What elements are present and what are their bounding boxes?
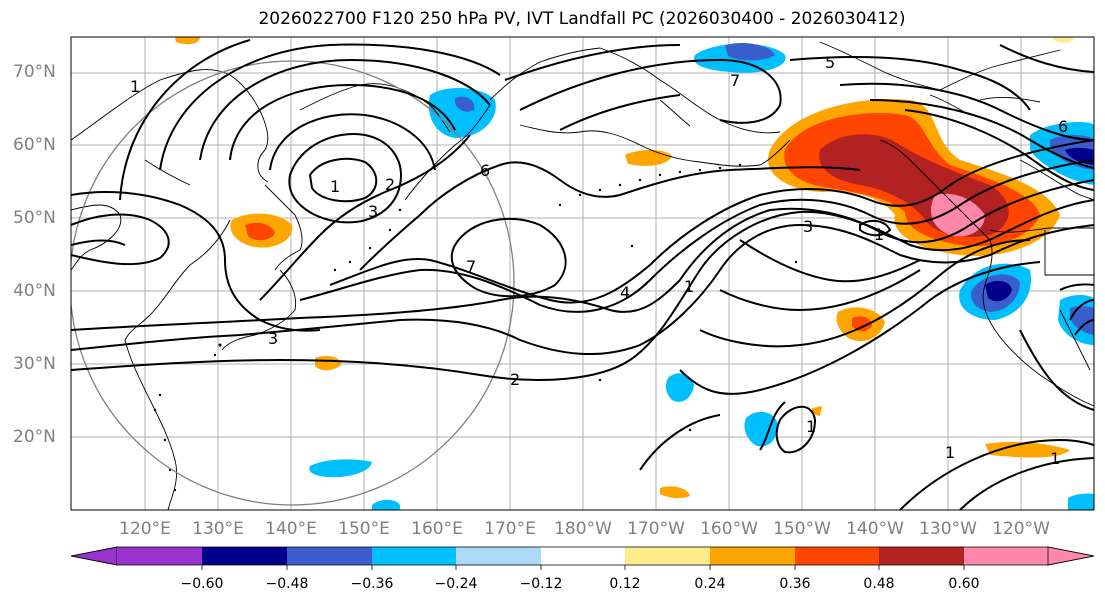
lon-label: 130°E xyxy=(192,519,244,539)
lon-label: 150°W xyxy=(773,519,831,539)
contour-label: 1 xyxy=(684,277,694,296)
contour-label: 6 xyxy=(1058,117,1068,136)
colorbar-segment xyxy=(964,547,1048,565)
colorbar-tick-label: 0.12 xyxy=(609,576,641,592)
contour-label: 3 xyxy=(803,217,813,236)
negative-anomaly-region xyxy=(1070,306,1094,335)
colorbar-tick-label: −0.60 xyxy=(180,576,224,592)
lat-label: 70°N xyxy=(13,62,56,82)
lon-label: 160°E xyxy=(411,519,463,539)
contour-label: 6 xyxy=(480,161,490,180)
lat-label: 50°N xyxy=(13,208,56,228)
map-frame xyxy=(70,36,1095,511)
colorbar-segment xyxy=(795,547,879,565)
lon-label: 150°E xyxy=(338,519,390,539)
contour-label: 1 xyxy=(130,77,140,96)
positive-anomaly-region xyxy=(985,442,1070,458)
pv-contours xyxy=(71,39,1094,510)
contour-label: 1 xyxy=(1050,449,1060,468)
contour-label: 7 xyxy=(466,257,476,276)
lat-label: 30°N xyxy=(13,354,56,374)
negative-anomaly-region xyxy=(665,373,694,402)
contour-label: 3 xyxy=(368,202,378,221)
colorbar-tick-label: −0.24 xyxy=(434,576,478,592)
colorbar-extend-right xyxy=(1047,546,1095,566)
colorbar-segment xyxy=(879,547,964,565)
colorbar-ticks xyxy=(201,565,965,570)
lat-label: 40°N xyxy=(13,281,56,301)
landfall-radius-circle xyxy=(71,60,515,506)
lon-label: 120°W xyxy=(992,519,1050,539)
colorbar-tick-label: 0.36 xyxy=(779,576,811,592)
lon-label: 140°W xyxy=(846,519,904,539)
lon-label: 130°W xyxy=(919,519,977,539)
negative-anomaly-region xyxy=(725,43,775,61)
positive-anomaly-region xyxy=(930,193,985,237)
lon-label: 140°E xyxy=(265,519,317,539)
lat-label: 60°N xyxy=(13,135,56,155)
negative-anomaly-region xyxy=(372,499,400,510)
island-dots xyxy=(153,163,798,492)
contour-label: 3 xyxy=(268,329,278,348)
colorbar-segment xyxy=(541,547,625,565)
colorbar-segment xyxy=(456,547,541,565)
contour-label: 1 xyxy=(874,225,884,244)
colorbar-tick-label: 0.60 xyxy=(948,576,980,592)
contour-label: 4 xyxy=(620,283,630,302)
contour-label-group: 1 5 7 1 2 3 6 7 4 1 3 3 6 2 1 1 1 1 xyxy=(130,53,1068,468)
colorbar-extend-left xyxy=(70,546,118,566)
lon-label: 160°W xyxy=(700,519,758,539)
lat-label: 20°N xyxy=(13,427,56,447)
colorbar xyxy=(70,546,1095,570)
colorbar-tick-label: 0.24 xyxy=(694,576,726,592)
colorbar-tick-label: −0.36 xyxy=(350,576,394,592)
negative-anomaly-region xyxy=(309,459,372,478)
contour-label: 5 xyxy=(825,53,835,72)
colorbar-segment xyxy=(372,547,456,565)
contour-label: 7 xyxy=(730,71,740,90)
lon-label: 120°E xyxy=(119,519,171,539)
negative-anomaly-region xyxy=(985,280,1012,302)
colorbar-tick-label: 0.48 xyxy=(863,576,895,592)
colorbar-segment xyxy=(625,547,710,565)
lon-label: 170°W xyxy=(627,519,685,539)
negative-anomaly-region xyxy=(1068,493,1094,510)
negative-anomaly-region xyxy=(455,96,475,112)
colorbar-segment xyxy=(710,547,795,565)
lon-label: 180°W xyxy=(554,519,612,539)
contour-label: 1 xyxy=(806,417,816,436)
map-content: 1 5 7 1 2 3 6 7 4 1 3 3 6 2 1 1 1 1 xyxy=(71,37,1094,510)
colorbar-segment xyxy=(117,547,202,565)
lon-label: 170°E xyxy=(484,519,536,539)
positive-anomaly-region xyxy=(175,37,200,45)
map-title: 2026022700 F120 250 hPa PV, IVT Landfall… xyxy=(258,9,906,29)
colorbar-tick-label: −0.48 xyxy=(265,576,309,592)
contour-label: 2 xyxy=(385,175,395,194)
colorbar-segment xyxy=(202,547,287,565)
contour-label: 1 xyxy=(945,443,955,462)
contour-label: 1 xyxy=(330,177,340,196)
colorbar-segment xyxy=(287,547,372,565)
negative-anomaly-region xyxy=(744,411,778,447)
positive-anomaly-region xyxy=(812,406,822,416)
positive-anomaly-region xyxy=(858,143,885,166)
contour-label: 2 xyxy=(510,370,520,389)
positive-anomaly-region xyxy=(660,486,690,499)
positive-anomaly-region xyxy=(245,222,275,241)
colorbar-tick-label: −0.12 xyxy=(519,576,563,592)
positive-anomaly-region xyxy=(852,316,872,332)
positive-anomaly-region xyxy=(1052,37,1075,43)
colorbar-outline xyxy=(70,546,1095,566)
